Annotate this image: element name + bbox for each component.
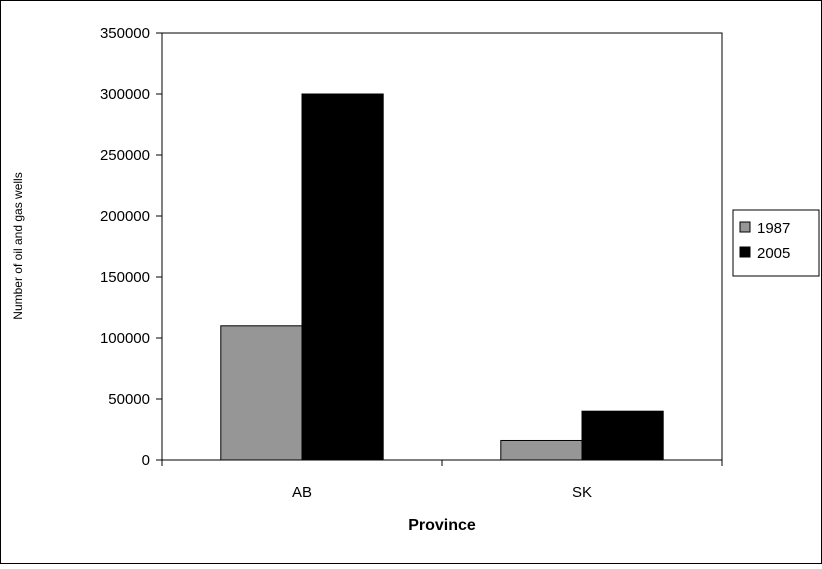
y-axis-title: Number of oil and gas wells [11,172,25,319]
legend-label-2005: 2005 [757,245,790,262]
legend-label-1987: 1987 [757,220,790,237]
legend-swatch-2005 [739,246,751,258]
bar-ab-2005 [301,93,384,461]
bar-ab-1987 [220,325,303,461]
y-tick-label: 150000 [100,269,150,286]
y-tick-label: 350000 [100,25,150,42]
x-axis-title: Province [408,517,476,534]
y-tick-label: 200000 [100,208,150,225]
y-tick-label: 300000 [100,86,150,103]
axes-layer: 0 50000 100000 150000 200000 250000 300000 3500… [100,25,723,501]
legend-box [732,209,820,277]
y-tick-label: 0 [142,452,150,469]
legend-swatch-1987 [739,221,751,233]
bar-sk-1987 [500,439,583,461]
bar-sk-2005 [581,410,664,461]
y-tick-label: 50000 [108,391,150,408]
bars-layer [220,93,664,461]
y-tick-label: 250000 [100,147,150,164]
legend: 1987 2005 [732,209,820,277]
x-tick-label: SK [572,484,592,501]
y-tick-label: 100000 [100,330,150,347]
x-tick-label: AB [292,484,312,501]
